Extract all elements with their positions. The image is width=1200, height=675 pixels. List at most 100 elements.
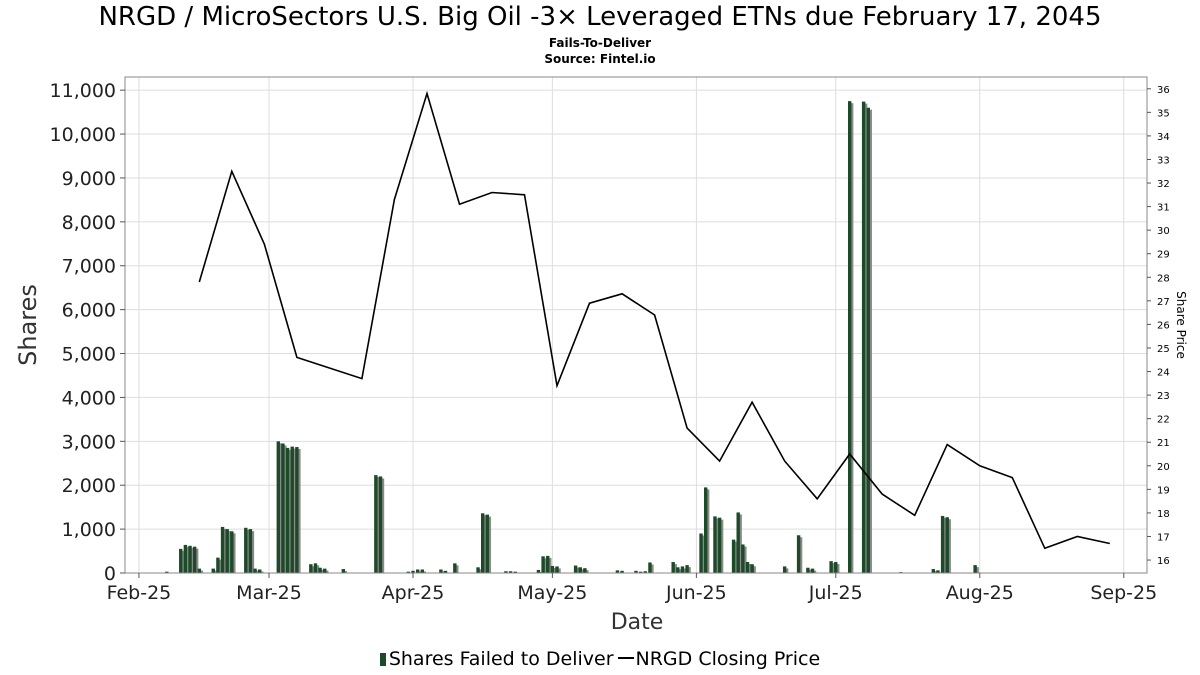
ftd-bar-shadow [798,537,803,573]
ftd-bar [220,526,225,573]
y2-tick-label: 36 [1157,85,1170,96]
ftd-bar [806,567,810,573]
grid-lines [125,77,1147,574]
x-tick-label: Jul-25 [808,582,863,604]
ftd-bar-shadow [947,519,951,573]
ftd-bar-shadow [933,571,938,573]
ftd-bar [703,487,708,573]
chart-subtitle-source: Source: Fintel.io [544,52,656,66]
ftd-bar [476,567,480,573]
ftd-bar-shadow [747,564,752,573]
x-tick-label: Apr-25 [382,582,445,604]
x-tick-label: Aug-25 [946,582,1014,604]
ftd-bar-shadow [194,548,199,573]
ftd-bar [615,570,620,573]
ftd-bar [741,544,745,573]
ftd-bar [318,567,322,573]
ftd-bar-shadow [213,570,217,573]
ftd-bar [578,567,582,573]
ftd-bar-shadow [812,570,817,573]
y2-axis-ticks: 16 17 18 19 20 21 22 23 24 25 26 27 28 29 30 31 32 33 34 35… [1147,85,1170,567]
ftd-bar-shadow [222,528,227,573]
ftd-bar [685,565,689,573]
ftd-bar [192,546,197,573]
ftd-bar-shadow [255,570,259,573]
ftd-bar [736,512,740,573]
ftd-bar-shadow [585,570,589,573]
ftd-bar-shadow [942,517,947,573]
ftd-bar-shadow [552,567,557,573]
chart-subtitle-ftd: Fails-To-Deliver [548,36,652,50]
ftd-bar [750,564,754,573]
ftd-bar-shadow [422,571,427,573]
ftd-bar-shadow [320,569,324,573]
ftd-bar-shadow [478,569,482,573]
ftd-bar [634,570,638,573]
ftd-bar-shadow [315,565,320,573]
ftd-bar-shadow [287,449,292,573]
ftd-bar-shadow [752,566,756,573]
y2-tick-label: 26 [1157,320,1170,331]
ftd-bar [248,529,253,573]
ftd-bar-shadow [199,570,204,573]
ftd-bar-shadow [185,546,190,573]
ftd-bar [847,101,852,573]
ftd-bar-shadow [292,448,296,573]
y-tick-label: 5,000 [62,344,116,366]
ftd-bar [573,565,578,573]
ftd-bar-shadow [687,567,691,573]
ftd-bar-shadow [650,564,654,573]
ftd-bar-shadow [678,569,682,573]
ftd-bar [945,517,949,573]
ftd-bar [188,545,192,573]
ftd-bar [374,475,378,573]
y2-tick-label: 22 [1157,415,1170,426]
y-tick-label: 4,000 [62,387,116,409]
ftd-bar-shadow [673,564,677,573]
y2-tick-label: 30 [1157,226,1170,237]
y2-tick-label: 33 [1157,155,1170,166]
ftd-bar-shadow [701,535,705,573]
ftd-bar-shadow [227,531,231,573]
ftd-bar [439,569,443,573]
ftd-bars [165,101,979,574]
ftd-bar [643,571,647,573]
ftd-bar-shadow [487,516,492,573]
ftd-bar [341,569,346,573]
legend-ftd-label: Shares Failed to Deliver [388,648,614,670]
ftd-bar-shadow [705,489,710,573]
ftd-bar-shadow [376,477,380,573]
ftd-bar [290,446,294,573]
y-tick-label: 9,000 [62,168,116,190]
ftd-bar [179,548,183,573]
ftd-bar-shadow [250,531,255,573]
ftd-bar-shadow [557,568,561,573]
ftd-bar [555,566,559,573]
ftd-bar-shadow [543,558,547,573]
ftd-bar-shadow [283,445,287,573]
legend-bar-swatch [379,653,386,666]
ftd-bar [931,569,936,573]
ftd-bar [504,571,508,573]
y-axis-ticks: 0 1,000 2,000 3,000 4,000 5,000 6,000 7,000 8,00… [50,80,125,585]
ftd-bar-shadow [575,567,580,573]
ftd-bar [973,565,977,573]
ftd-bar-shadow [682,568,687,573]
y2-tick-label: 21 [1157,438,1170,449]
y-tick-label: 6,000 [62,300,116,322]
ftd-bar-shadow [733,541,738,573]
ftd-bar-shadow [738,514,742,573]
x-tick-label: May-25 [517,582,587,604]
ftd-bar [829,561,833,573]
ftd-bar-shadow [863,103,868,573]
ftd-bar-shadow [343,571,348,573]
y2-tick-label: 25 [1157,344,1170,355]
ftd-bar [216,557,220,573]
y-tick-label: 3,000 [62,431,116,453]
ftd-bar [281,443,285,573]
ftd-bar [699,533,703,573]
x-axis-label: Date [611,610,664,635]
y2-tick-label: 32 [1157,179,1170,190]
ftd-bar [508,571,513,573]
